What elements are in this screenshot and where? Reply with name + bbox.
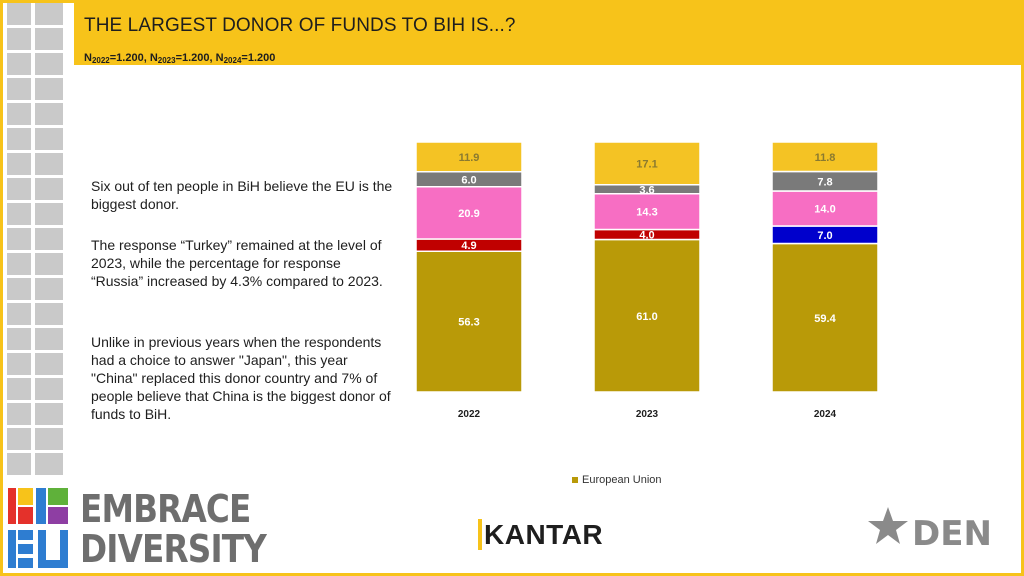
header-bar: THE LARGEST DONOR OF FUNDS TO BIH IS...?… <box>74 3 1021 65</box>
side-pattern-row <box>3 53 71 75</box>
side-pattern-row <box>3 428 71 450</box>
data-label-2024-0: 59.4 <box>814 313 836 325</box>
side-pattern-row <box>3 353 71 375</box>
data-label-2022-0: 56.3 <box>458 317 479 329</box>
bar-segment-2022-5 <box>415 141 523 173</box>
category-label-2023: 2023 <box>636 409 659 420</box>
data-label-2023-4: 3.6 <box>639 184 654 196</box>
bar-segment-2024-5 <box>771 141 879 173</box>
side-pattern-row <box>3 78 71 100</box>
bar-segment-2023-5 <box>593 141 701 186</box>
star-icon <box>868 507 908 544</box>
side-pattern-row <box>3 378 71 400</box>
side-pattern-bihe <box>3 3 71 483</box>
bar-segment-2024-3 <box>771 190 879 227</box>
bihe-logo <box>8 488 68 568</box>
side-pattern-row <box>3 278 71 300</box>
stacked-bar-chart: 56.3 4.9 20.9 6.0 11.9 2022 61.0 4.0 14.3 3.6 17.1… <box>400 135 920 495</box>
legend-label-eu: European Union <box>582 474 662 486</box>
data-label-2024-3: 14.0 <box>814 204 835 216</box>
category-label-2024: 2024 <box>814 409 837 420</box>
side-pattern-row <box>3 178 71 200</box>
side-pattern-row <box>3 203 71 225</box>
side-pattern-row <box>3 328 71 350</box>
bar-segment-2024-0 <box>771 242 879 393</box>
side-pattern-row <box>3 28 71 50</box>
den-logo: DEN <box>868 507 991 554</box>
side-pattern-row <box>3 103 71 125</box>
text-paragraph-2: The response “Turkey” remained at the le… <box>91 237 383 289</box>
chart-canvas: 56.3 4.9 20.9 6.0 11.9 2022 61.0 4.0 14.3 3.6 17.1… <box>415 141 879 420</box>
embrace-diversity-logo: EMBRACE DIVERSITY <box>80 487 267 571</box>
den-logo-text: DEN <box>912 514 991 554</box>
data-label-2024-2: 7.0 <box>817 230 832 242</box>
text-paragraph-3: Unlike in previous years when the respon… <box>91 334 391 422</box>
legend-swatch-eu <box>572 477 578 483</box>
data-label-2024-4: 7.8 <box>817 176 832 188</box>
data-label-2022-3: 20.9 <box>458 208 479 220</box>
data-label-2023-3: 14.3 <box>636 207 657 219</box>
data-label-2023-5: 17.1 <box>636 158 657 170</box>
data-label-2022-1: 4.9 <box>461 240 476 252</box>
text-paragraph-1: Six out of ten people in BiH believe the… <box>91 178 393 212</box>
data-label-2024-5: 11.8 <box>815 152 836 164</box>
sample-size: N2022=1.200, N2023=1.200, N2024=1.200 <box>84 52 276 65</box>
side-pattern-row <box>3 253 71 275</box>
data-label-2022-4: 6.0 <box>461 174 476 186</box>
data-label-2023-0: 61.0 <box>636 311 657 323</box>
bar-segment-2023-0 <box>593 238 701 393</box>
side-pattern-row <box>3 403 71 425</box>
side-pattern-row <box>3 3 71 25</box>
side-pattern-row <box>3 453 71 475</box>
data-label-2023-1: 4.0 <box>639 230 654 242</box>
chart-legend: European Union <box>572 474 662 486</box>
category-label-2022: 2022 <box>458 409 481 420</box>
kantar-logo: KANTAR <box>478 519 603 551</box>
side-pattern-row <box>3 303 71 325</box>
data-label-2022-5: 11.9 <box>459 152 480 164</box>
side-pattern-row <box>3 128 71 150</box>
side-pattern-row <box>3 153 71 175</box>
page-title: THE LARGEST DONOR OF FUNDS TO BIH IS...? <box>84 15 516 36</box>
side-pattern-row <box>3 228 71 250</box>
